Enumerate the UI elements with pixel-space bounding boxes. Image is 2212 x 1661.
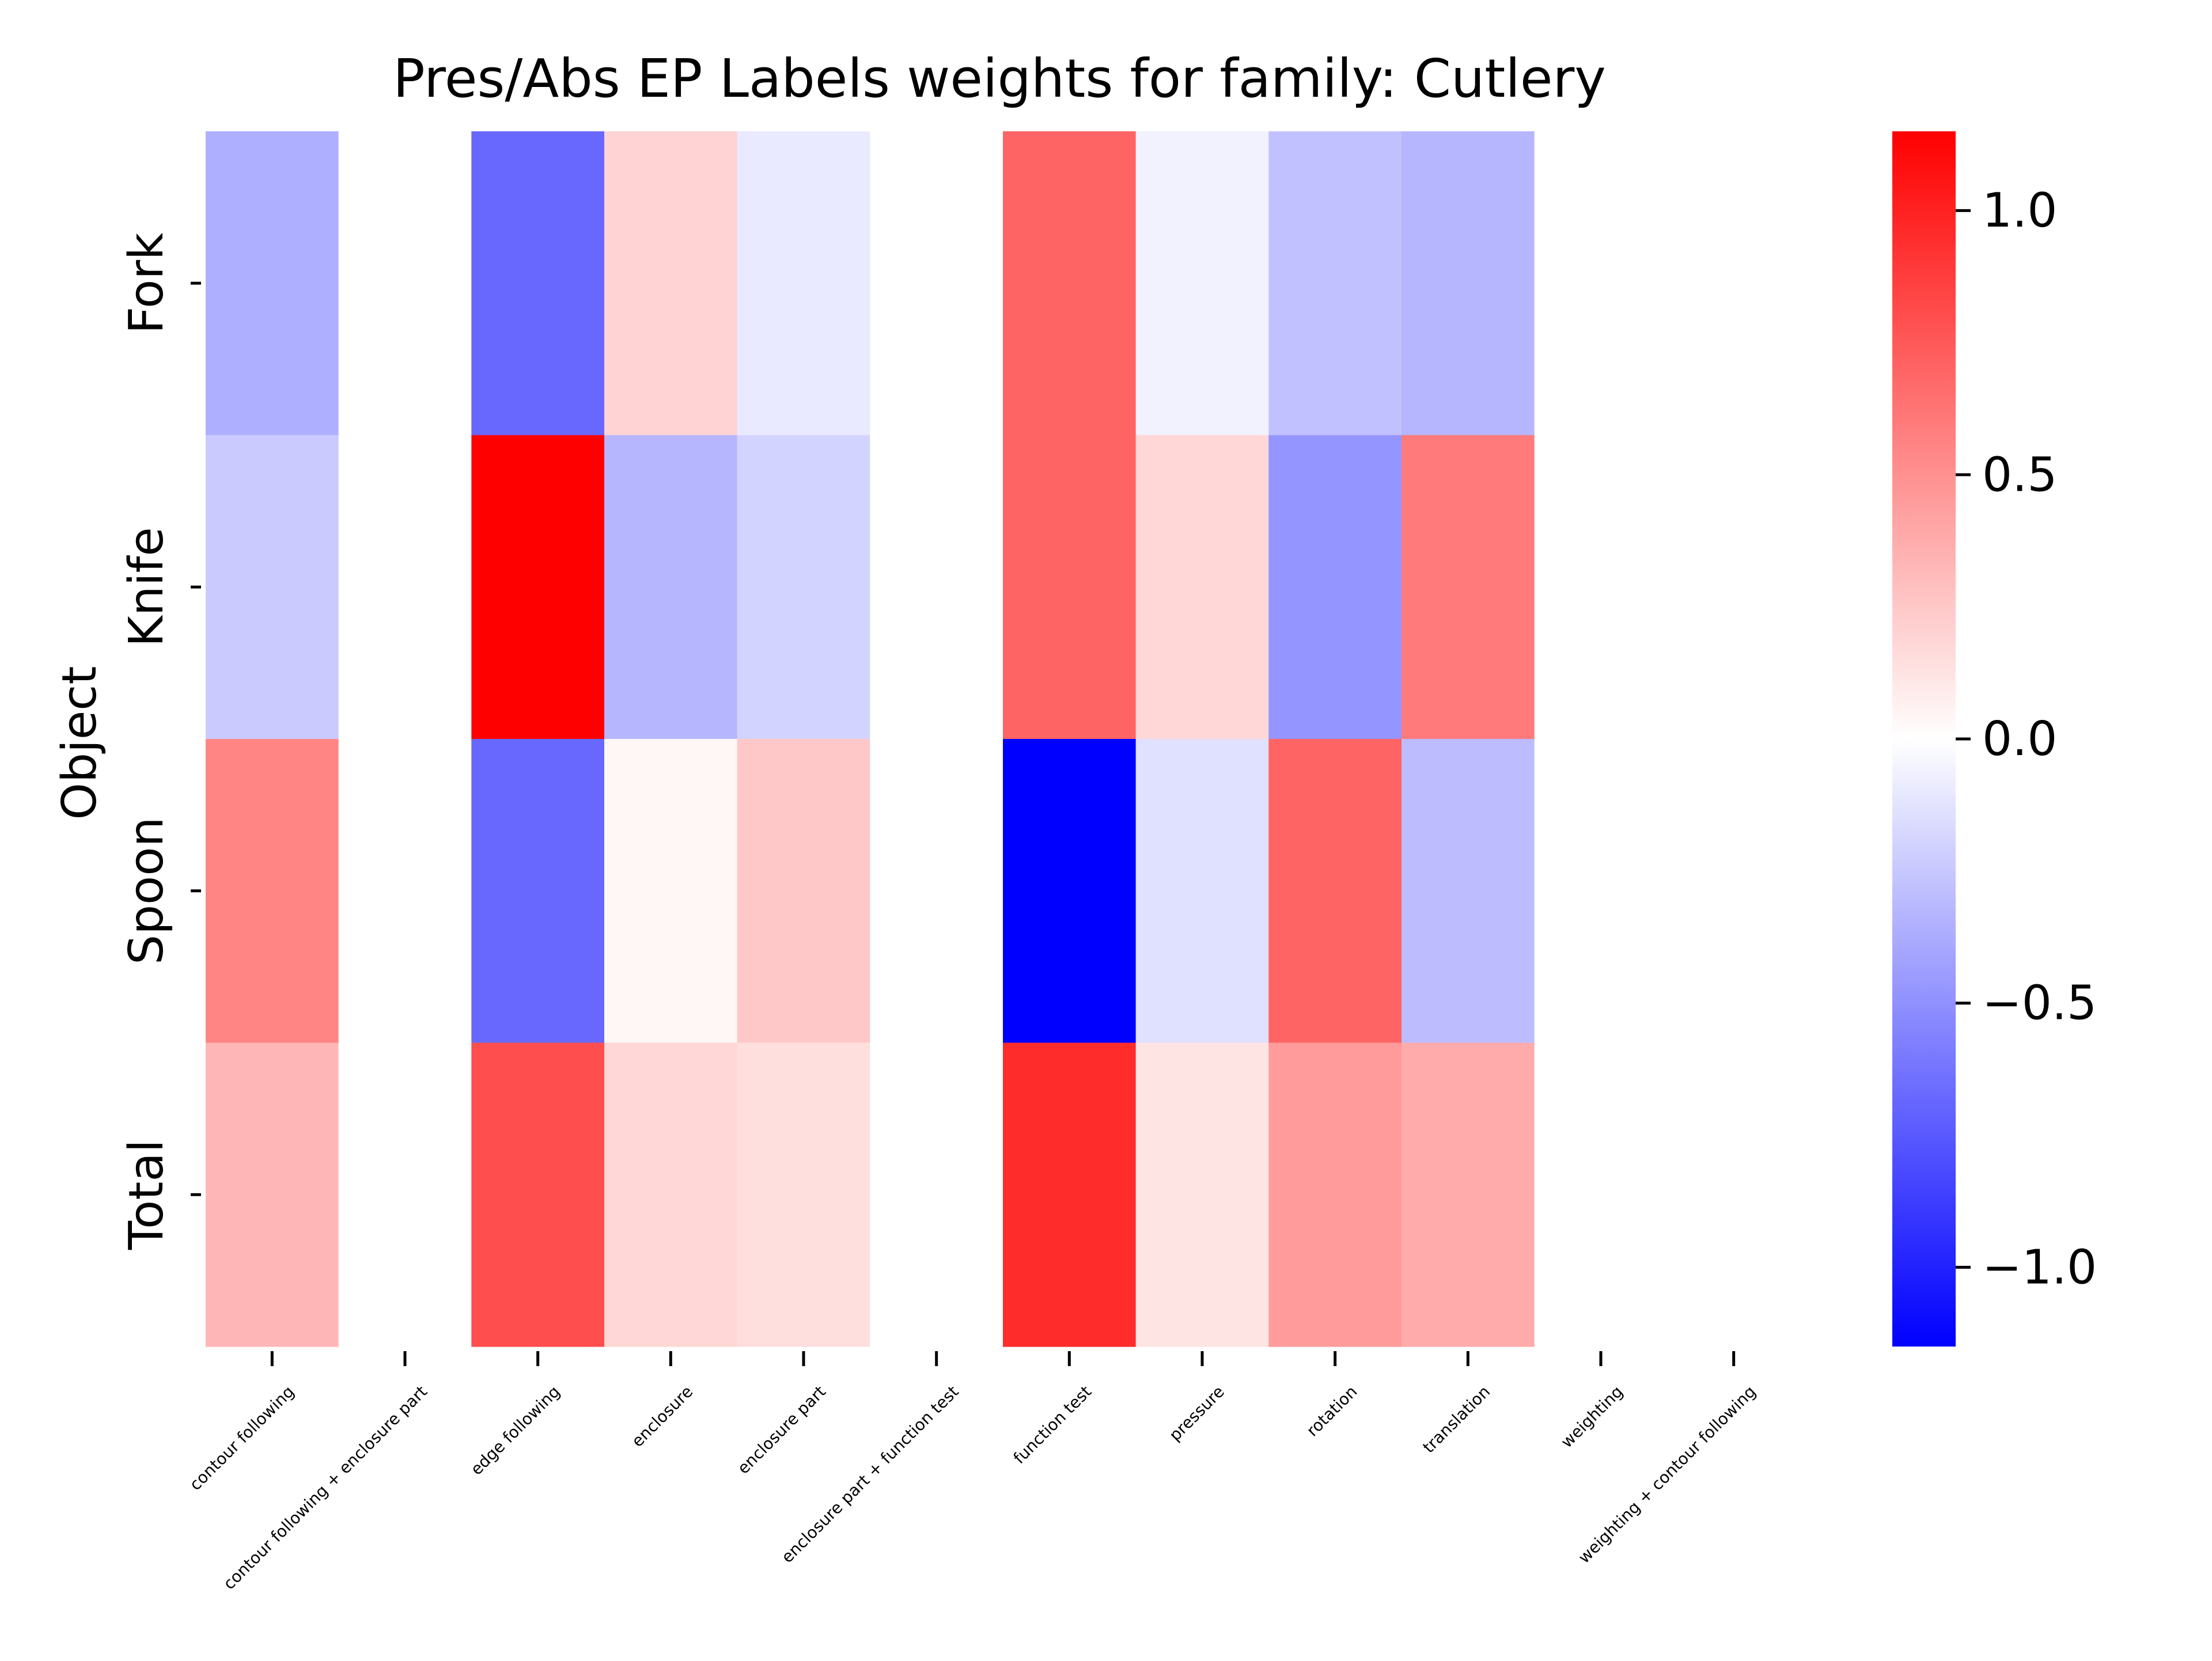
heatmap-cell — [604, 131, 738, 436]
heatmap-cell — [338, 131, 472, 436]
colorbar-tick-label: 0.5 — [1982, 448, 2057, 502]
x-tick-label: enclosure part — [734, 1382, 830, 1478]
heatmap-cell — [737, 131, 870, 436]
heatmap-cell — [1667, 739, 1801, 1044]
heatmap-cell — [206, 435, 339, 740]
heatmap-cell — [1135, 1042, 1269, 1347]
colorbar-tick-label: −0.5 — [1982, 976, 2097, 1031]
heatmap-cell — [471, 131, 605, 436]
y-tick-label: Spoon — [119, 817, 174, 965]
heatmap-cell — [1003, 1042, 1137, 1347]
heatmap-cell — [604, 1042, 738, 1347]
heatmap-cell — [338, 739, 472, 1044]
heatmap-cell — [870, 739, 1003, 1044]
heatmap-cell — [206, 1042, 339, 1347]
heatmap-cell — [206, 739, 339, 1044]
heatmap-cell — [604, 435, 738, 740]
heatmap-cell — [1534, 435, 1668, 740]
colorbar-ticks: 1.0 0.5 0.0 −0.5 −1.0 — [1956, 184, 2097, 1295]
heatmap-cell — [1534, 131, 1668, 436]
y-tick-label: Total — [119, 1139, 174, 1250]
heatmap-cell — [1003, 131, 1137, 436]
heatmap-cell — [471, 435, 605, 740]
y-tick-label: Knife — [119, 527, 174, 647]
heatmap-cell — [1268, 739, 1402, 1044]
heatmap-cell — [1402, 131, 1535, 436]
chart-title: Pres/Abs EP Labels weights for family: C… — [393, 48, 1606, 109]
heatmap-cell — [1402, 1042, 1535, 1347]
heatmap-cell — [471, 739, 605, 1044]
colorbar-tick-label: 0.0 — [1982, 712, 2057, 767]
heatmap-cell — [1135, 739, 1269, 1044]
x-tick-label: contour following + enclosure part — [219, 1382, 431, 1594]
colorbar-tick-label: 1.0 — [1982, 184, 2057, 238]
x-tick-label: contour following — [186, 1382, 298, 1495]
x-tick-label: pressure — [1165, 1382, 1228, 1445]
heatmap-cell — [737, 435, 870, 740]
colorbar-tick-label: −1.0 — [1982, 1240, 2097, 1295]
heatmap-cell — [206, 131, 339, 436]
heatmap-cell — [870, 435, 1003, 740]
colorbar-gradient — [1892, 131, 1956, 1347]
heatmap-cell — [1003, 739, 1137, 1044]
heatmap-cell — [1135, 131, 1269, 436]
heatmap-cell — [737, 1042, 870, 1347]
x-tick-label: translation — [1419, 1382, 1494, 1457]
heatmap-cell — [1667, 131, 1801, 436]
x-tick-label: edge following — [467, 1382, 563, 1479]
x-tick-label: function test — [1010, 1382, 1096, 1468]
heatmap-cell — [1667, 435, 1801, 740]
x-tick-label: enclosure — [628, 1382, 696, 1451]
heatmap-cell — [1003, 435, 1137, 740]
heatmap-cell — [338, 1042, 472, 1347]
heatmap-cell — [1268, 1042, 1402, 1347]
y-tick-label: Fork — [119, 232, 174, 333]
heatmap-cell — [604, 739, 738, 1044]
heatmap-cell — [870, 1042, 1003, 1347]
y-axis-label: Object — [52, 666, 107, 820]
heatmap-cell — [338, 435, 472, 740]
heatmap-cell — [1268, 435, 1402, 740]
heatmap-cell — [1402, 739, 1535, 1044]
x-tick-label: rotation — [1303, 1382, 1361, 1440]
heatmap-cell — [737, 739, 870, 1044]
heatmap-cell — [870, 131, 1003, 436]
heatmap-cells — [206, 131, 1801, 1347]
heatmap-cell — [1402, 435, 1535, 740]
heatmap-cell — [471, 1042, 605, 1347]
x-tick-label: weighting — [1557, 1382, 1627, 1452]
y-axis-ticks: Fork Knife Spoon Total — [119, 232, 201, 1250]
colorbar: 1.0 0.5 0.0 −0.5 −1.0 — [1892, 131, 2097, 1347]
heatmap-cell — [1135, 435, 1269, 740]
heatmap-cell — [1667, 1042, 1801, 1347]
heatmap-cell — [1534, 1042, 1668, 1347]
heatmap-cell — [1534, 739, 1668, 1044]
heatmap-cell — [1268, 131, 1402, 436]
